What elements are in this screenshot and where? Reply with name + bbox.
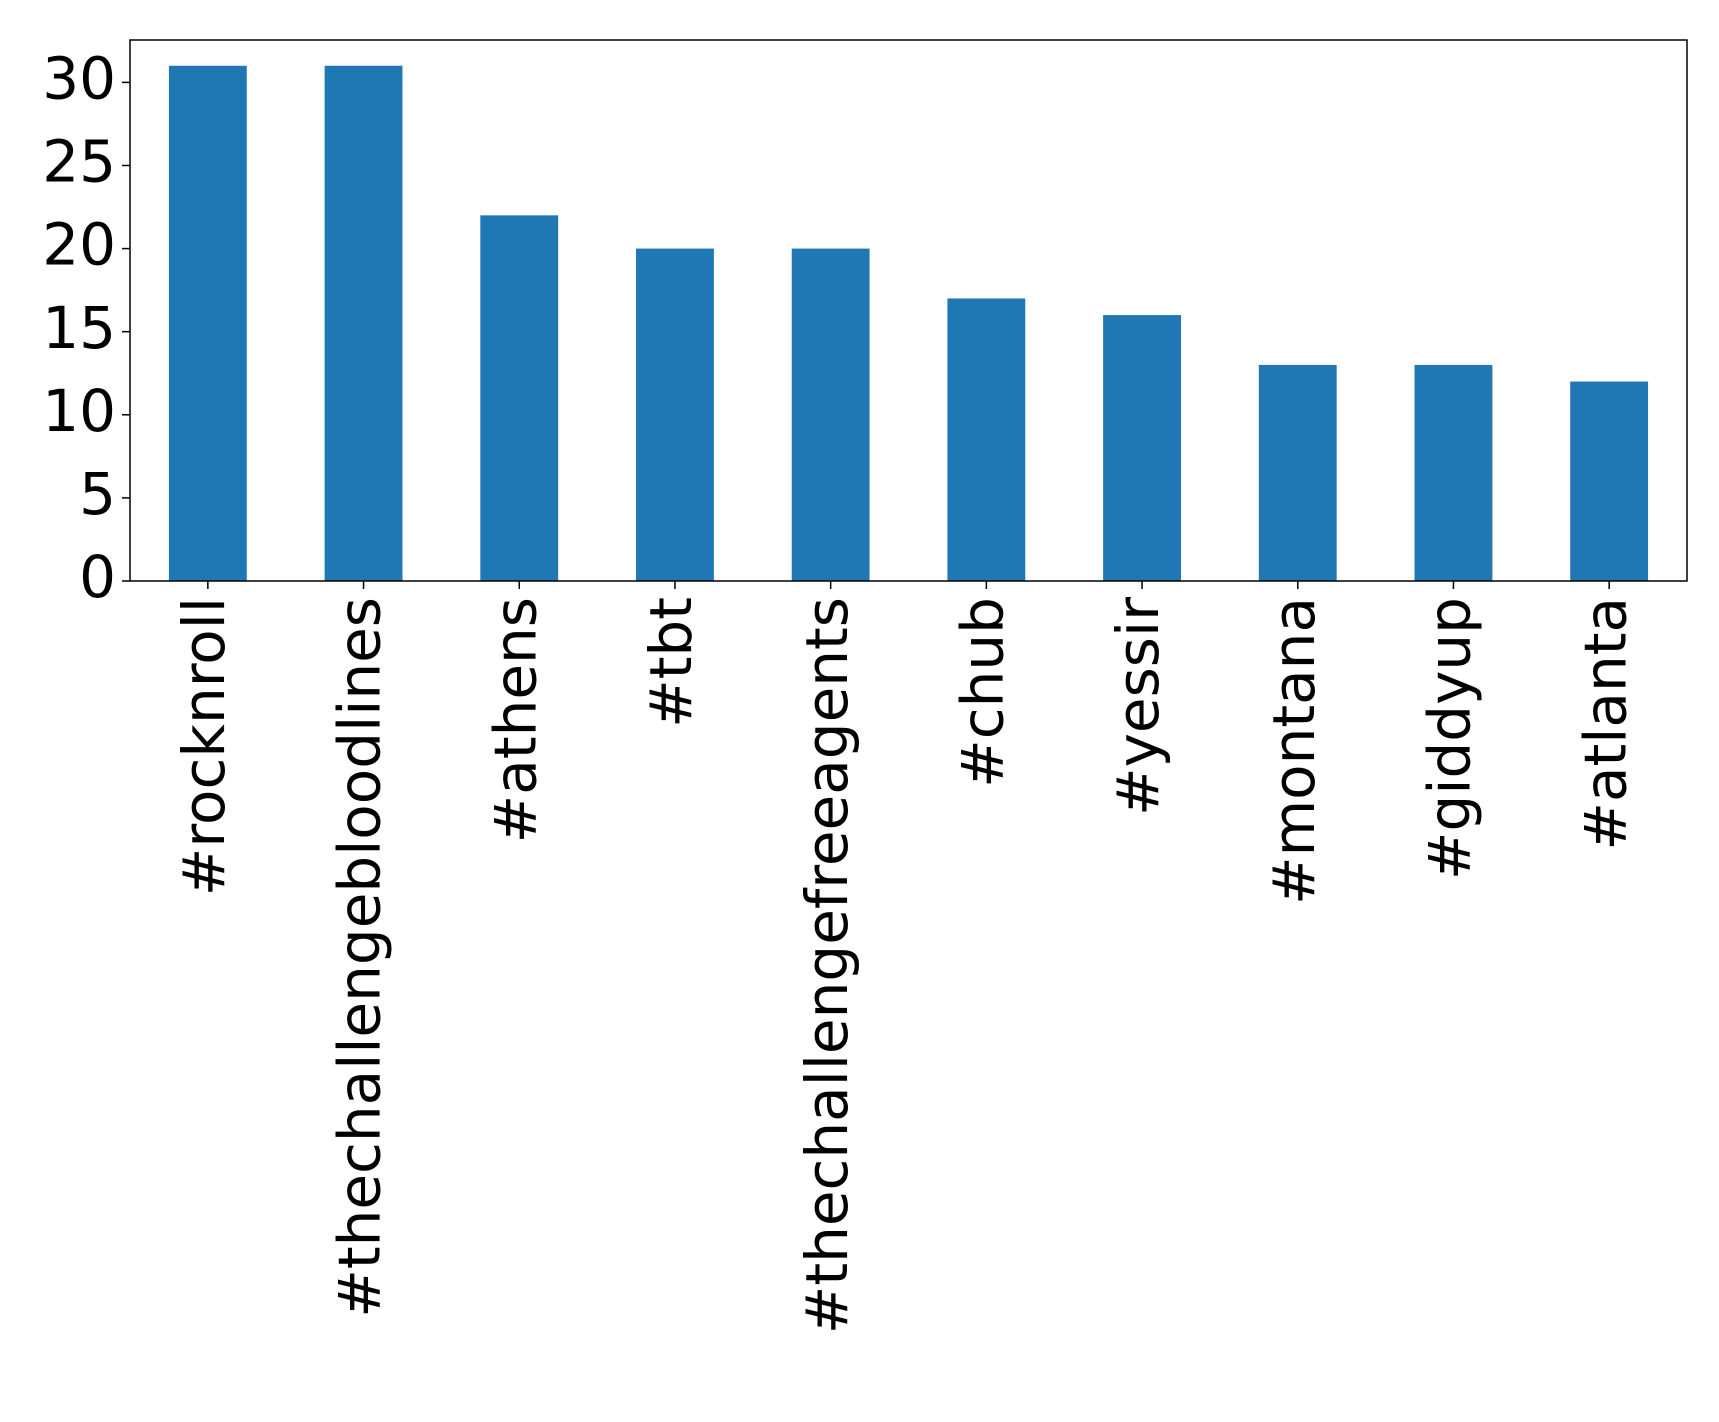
x-tick-label: #atlanta <box>1571 597 1639 851</box>
y-tick-label: 25 <box>42 128 116 196</box>
bar <box>791 248 870 582</box>
x-tick-label: #thechallengefreeagents <box>793 597 861 1334</box>
y-tick-label: 20 <box>42 211 116 279</box>
y-tick-label: 10 <box>42 377 116 445</box>
plot-frame <box>129 39 1688 582</box>
bar <box>480 215 559 581</box>
y-tick-label: 5 <box>79 460 116 528</box>
bar <box>1103 315 1181 581</box>
bar <box>168 65 247 581</box>
x-tick-label: #yessir <box>1104 597 1172 816</box>
bar <box>1414 364 1493 581</box>
x-tick-label: #tbt <box>637 597 705 728</box>
bar <box>324 65 403 581</box>
bar <box>636 248 714 582</box>
x-tick-label: #chub <box>948 597 1016 788</box>
bar <box>1258 364 1337 581</box>
x-tick-label: #montana <box>1260 597 1328 905</box>
x-tick-label: #athens <box>481 597 549 843</box>
y-tick-label: 0 <box>79 543 116 611</box>
x-tick-label: #rocknroll <box>170 597 238 896</box>
y-tick-label: 15 <box>42 294 116 362</box>
x-tick-label: #giddyup <box>1416 597 1484 880</box>
y-tick-label: 30 <box>42 44 116 112</box>
bar <box>1570 381 1649 581</box>
bar <box>947 298 1026 581</box>
x-tick-label: #thechallengebloodlines <box>326 597 394 1318</box>
